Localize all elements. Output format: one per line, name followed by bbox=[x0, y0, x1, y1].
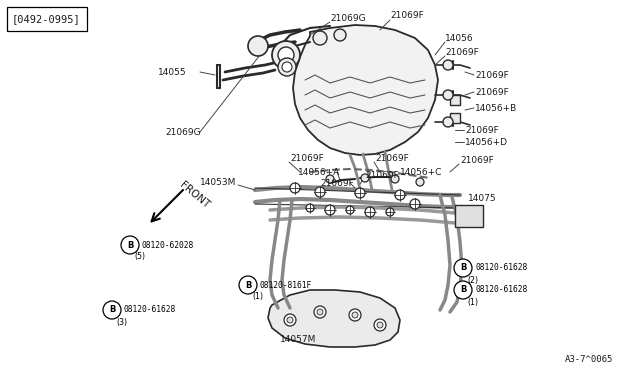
Circle shape bbox=[121, 236, 139, 254]
Text: B: B bbox=[245, 280, 251, 289]
Circle shape bbox=[287, 317, 293, 323]
Text: B: B bbox=[460, 263, 466, 273]
Circle shape bbox=[284, 314, 296, 326]
Text: 21069F: 21069F bbox=[465, 125, 499, 135]
Text: 14057M: 14057M bbox=[280, 336, 316, 344]
Text: 14075: 14075 bbox=[468, 193, 497, 202]
Circle shape bbox=[248, 36, 268, 56]
Text: B: B bbox=[109, 305, 115, 314]
Circle shape bbox=[377, 322, 383, 328]
Circle shape bbox=[374, 319, 386, 331]
Circle shape bbox=[272, 41, 300, 69]
Circle shape bbox=[395, 190, 405, 200]
Circle shape bbox=[355, 188, 365, 198]
Text: 14056+A: 14056+A bbox=[298, 167, 340, 176]
Circle shape bbox=[386, 208, 394, 216]
Text: 21069F: 21069F bbox=[460, 155, 493, 164]
Text: 08120-8161F: 08120-8161F bbox=[260, 280, 312, 289]
Text: 21069G: 21069G bbox=[165, 128, 200, 137]
Text: 08120-62028: 08120-62028 bbox=[142, 241, 195, 250]
Circle shape bbox=[326, 175, 334, 183]
Text: 08120-61628: 08120-61628 bbox=[124, 305, 176, 314]
Circle shape bbox=[454, 259, 472, 277]
Polygon shape bbox=[268, 290, 400, 347]
Circle shape bbox=[290, 183, 300, 193]
Circle shape bbox=[334, 29, 346, 41]
Bar bbox=[450, 95, 460, 105]
Circle shape bbox=[443, 90, 453, 100]
Text: (1): (1) bbox=[467, 298, 478, 307]
Text: B: B bbox=[460, 285, 466, 295]
Circle shape bbox=[315, 187, 325, 197]
Text: (1): (1) bbox=[252, 292, 263, 301]
Circle shape bbox=[454, 281, 472, 299]
Circle shape bbox=[317, 309, 323, 315]
Text: 08120-61628: 08120-61628 bbox=[475, 285, 527, 295]
Text: 08120-61628: 08120-61628 bbox=[475, 263, 527, 273]
Text: B: B bbox=[127, 241, 133, 250]
Circle shape bbox=[278, 58, 296, 76]
Circle shape bbox=[443, 60, 453, 70]
Text: 14056+C: 14056+C bbox=[400, 167, 442, 176]
Circle shape bbox=[365, 207, 375, 217]
Text: 21069F: 21069F bbox=[445, 48, 479, 57]
Circle shape bbox=[313, 31, 327, 45]
Circle shape bbox=[278, 47, 294, 63]
Circle shape bbox=[346, 206, 354, 214]
Text: 14056+D: 14056+D bbox=[465, 138, 508, 147]
Text: 21069F: 21069F bbox=[475, 71, 509, 80]
Text: 14056+B: 14056+B bbox=[475, 103, 517, 112]
Circle shape bbox=[325, 205, 335, 215]
Text: A3-7^0065: A3-7^0065 bbox=[565, 356, 613, 365]
Text: 21069F: 21069F bbox=[475, 87, 509, 96]
FancyBboxPatch shape bbox=[7, 7, 87, 31]
Circle shape bbox=[352, 312, 358, 318]
Text: 21069F: 21069F bbox=[290, 154, 324, 163]
Text: (3): (3) bbox=[116, 317, 127, 327]
Circle shape bbox=[239, 276, 257, 294]
Circle shape bbox=[391, 175, 399, 183]
Text: 14055: 14055 bbox=[158, 67, 187, 77]
Circle shape bbox=[103, 301, 121, 319]
Circle shape bbox=[443, 117, 453, 127]
Circle shape bbox=[410, 199, 420, 209]
Text: 21069F: 21069F bbox=[375, 154, 409, 163]
Text: 14053M: 14053M bbox=[200, 177, 236, 186]
Text: (2): (2) bbox=[467, 276, 478, 285]
Circle shape bbox=[314, 306, 326, 318]
Bar bbox=[450, 113, 460, 123]
Circle shape bbox=[306, 204, 314, 212]
Text: 21069F: 21069F bbox=[320, 179, 354, 187]
Text: 14056: 14056 bbox=[445, 33, 474, 42]
Text: (5): (5) bbox=[134, 253, 145, 262]
Bar bbox=[455, 205, 483, 227]
Circle shape bbox=[282, 62, 292, 72]
Circle shape bbox=[361, 174, 369, 182]
Text: [0492-0995]: [0492-0995] bbox=[12, 14, 81, 24]
Text: 21069F: 21069F bbox=[390, 10, 424, 19]
Text: 21069G: 21069G bbox=[330, 13, 365, 22]
Polygon shape bbox=[293, 25, 438, 155]
Text: FRONT: FRONT bbox=[178, 180, 211, 210]
Circle shape bbox=[349, 309, 361, 321]
Text: 21069F: 21069F bbox=[365, 170, 399, 180]
Circle shape bbox=[416, 178, 424, 186]
